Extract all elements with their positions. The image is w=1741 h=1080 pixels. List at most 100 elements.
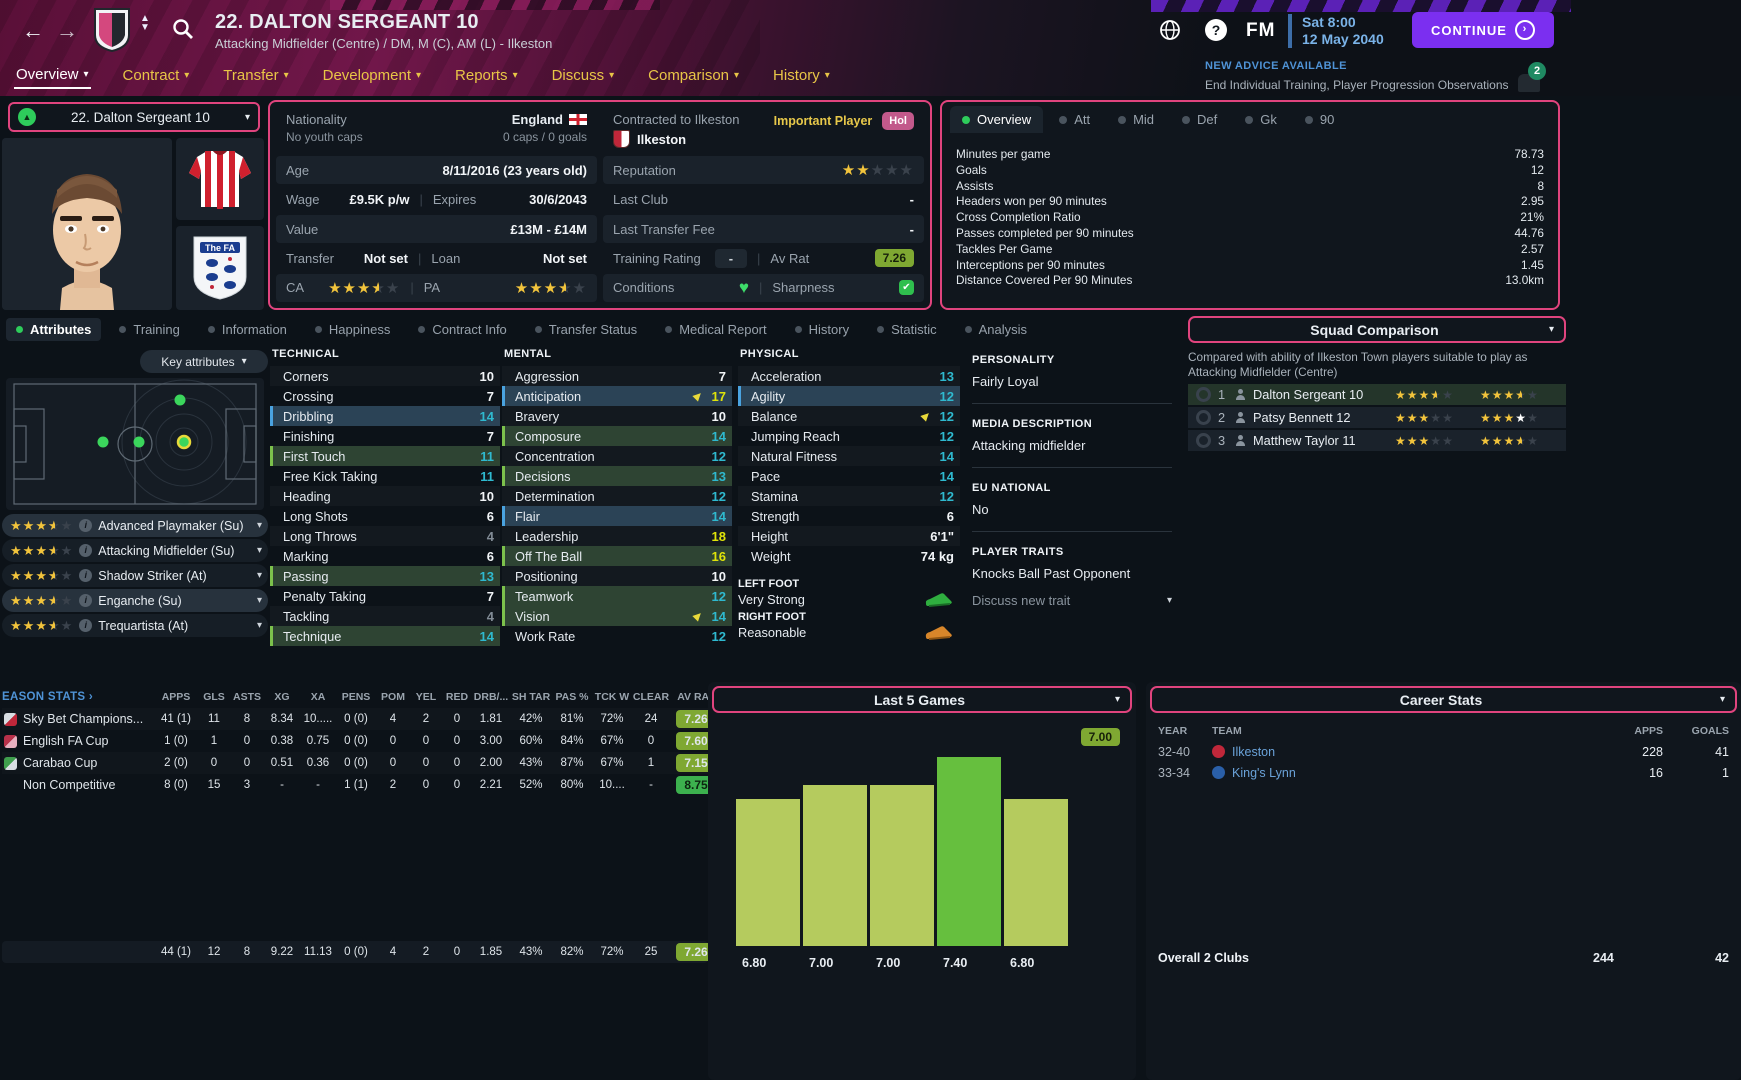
help-icon[interactable]: ? (1204, 18, 1228, 47)
season-stats-row[interactable]: Sky Bet Champions... 41 (1) 11 8 8.34 10.....… (2, 708, 716, 730)
section-tab-medical-report[interactable]: Medical Report (655, 318, 776, 341)
player-cycle-chevrons[interactable]: ▲ ▼ (140, 13, 150, 33)
nav-tab-overview[interactable]: Overview ▾ (14, 62, 91, 89)
nav-tab-comparison[interactable]: Comparison ▾ (648, 67, 740, 84)
advice-text[interactable]: End Individual Training, Player Progress… (1205, 78, 1509, 92)
info-icon[interactable]: i (79, 594, 93, 607)
squad-comparison-row[interactable]: 1 Dalton Sergeant 10 ★ ★ ★ ★ ★ ★ ★ ★ ★ ★ ★ ★ (1188, 384, 1566, 405)
attribute-row-strength[interactable]: Strength 6 (751, 508, 954, 524)
squad-comparison-row[interactable]: 2 Patsy Bennett 12 ★ ★ ★ ★ ★ ★ ★ ★ ★ ★ (1188, 407, 1566, 428)
info-icon[interactable]: i (79, 569, 93, 582)
attribute-row-stamina[interactable]: Stamina 12 (738, 486, 960, 506)
attribute-row-passing[interactable]: Passing 13 (270, 566, 500, 586)
attribute-row-long-throws[interactable]: Long Throws 4 (270, 526, 500, 546)
attribute-row-off-the-ball[interactable]: Off The Ball 16 (502, 546, 732, 566)
world-icon[interactable] (1158, 18, 1182, 47)
attribute-row-teamwork[interactable]: Teamwork 12 (502, 586, 732, 606)
search-icon[interactable] (172, 18, 194, 45)
season-stats-title[interactable]: EASON STATS › (2, 691, 94, 703)
section-tab-transfer-status[interactable]: Transfer Status (525, 318, 647, 341)
attribute-row-balance[interactable]: Balance 12 (738, 406, 960, 426)
player-selector-dropdown[interactable]: ▲ 22. Dalton Sergeant 10 ▾ (8, 102, 260, 132)
squad-comparison-row[interactable]: 3 Matthew Taylor 11 ★ ★ ★ ★ ★ ★ ★ ★ ★ ★ ★ (1188, 430, 1566, 451)
attribute-row-leadership[interactable]: Leadership 18 (502, 526, 732, 546)
attribute-row-free-kick-taking[interactable]: Free Kick Taking 11 (283, 468, 494, 484)
attribute-row-flair[interactable]: Flair 14 (502, 506, 732, 526)
season-stats-row[interactable]: Non Competitive 8 (0) 15 3- -1 (1) 2 0 0 2.21 52%… (2, 774, 716, 796)
attribute-row-jumping-reach[interactable]: Jumping Reach 12 (751, 428, 954, 444)
attribute-row-vision[interactable]: Vision 14 (502, 606, 732, 626)
attribute-row-concentration[interactable]: Concentration 12 (502, 446, 732, 466)
nav-tab-discuss[interactable]: Discuss ▾ (551, 67, 615, 84)
forward-arrow-button[interactable]: → (56, 18, 78, 43)
role-row[interactable]: ★ ★ ★ ★ ★ ★ i Trequartista (At) ▾ (2, 614, 268, 637)
ca-pa-row: CA ★ ★ ★ ★ ★ ★ | PA ★ ★ ★ ★ ★ ★ (276, 273, 597, 303)
attribute-row-weight[interactable]: Weight 74 kg (751, 548, 954, 564)
stats-tab-90[interactable]: 90 (1293, 106, 1346, 133)
attribute-row-first-touch[interactable]: First Touch 11 (270, 446, 500, 466)
career-stats-row[interactable]: 32-40 Ilkeston 228 41 (1158, 744, 1729, 759)
section-tab-attributes[interactable]: Attributes (6, 318, 102, 341)
squad-comparison-dropdown[interactable]: Squad Comparison ▾ (1188, 316, 1566, 343)
club-crest-icon[interactable] (93, 7, 131, 58)
section-tab-contract-info[interactable]: Contract Info (408, 318, 516, 341)
nav-tab-transfer[interactable]: Transfer ▾ (223, 67, 289, 84)
attribute-row-natural-fitness[interactable]: Natural Fitness 14 (738, 446, 960, 466)
advisor-notification[interactable]: 2 (1516, 62, 1546, 92)
section-tab-information[interactable]: Information (198, 318, 297, 341)
info-icon[interactable]: i (79, 619, 93, 632)
role-row[interactable]: ★ ★ ★ ★ ★ ★ i Shadow Striker (At) ▾ (2, 564, 268, 587)
discuss-new-trait-button[interactable]: Discuss new trait ▾ (972, 593, 1172, 608)
nav-tab-contract[interactable]: Contract ▾ (122, 67, 190, 84)
season-stats-row[interactable]: English FA Cup 1 (0) 1 0 0.38 0.75 0 (0) 0 0 0 3.0… (2, 730, 716, 752)
last-5-games-dropdown[interactable]: Last 5 Games ▾ (712, 686, 1132, 713)
nav-tab-reports[interactable]: Reports ▾ (455, 67, 518, 84)
nav-tab-development[interactable]: Development ▾ (322, 67, 422, 84)
section-tab-analysis[interactable]: Analysis (955, 318, 1037, 341)
stats-tab-gk[interactable]: Gk (1233, 106, 1289, 133)
attribute-row-determination[interactable]: Determination 12 (502, 486, 732, 506)
section-tab-training[interactable]: Training (109, 318, 189, 341)
attribute-row-long-shots[interactable]: Long Shots 6 (283, 508, 494, 524)
continue-button[interactable]: CONTINUE › (1412, 12, 1554, 48)
attribute-row-corners[interactable]: Corners 10 (270, 366, 500, 386)
career-stats-row[interactable]: 33-34 King's Lynn 16 1 (1158, 765, 1729, 780)
stats-tab-overview[interactable]: Overview (950, 106, 1044, 133)
attribute-row-tackling[interactable]: Tackling 4 (270, 606, 500, 626)
stats-tab-def[interactable]: Def (1170, 106, 1229, 133)
attribute-row-finishing[interactable]: Finishing 7 (283, 428, 494, 444)
role-row[interactable]: ★ ★ ★ ★ ★ ★ i Attacking Midfielder (Su) ▾ (2, 539, 268, 562)
attribute-row-positioning[interactable]: Positioning 10 (502, 566, 732, 586)
club-name[interactable]: Ilkeston (637, 131, 687, 147)
attribute-row-anticipation[interactable]: Anticipation 17 (502, 386, 732, 406)
back-arrow-button[interactable]: ← (22, 18, 44, 43)
attribute-row-decisions[interactable]: Decisions 13 (502, 466, 732, 486)
role-row[interactable]: ★ ★ ★ ★ ★ ★ i Enganche (Su) ▾ (2, 589, 268, 612)
attribute-row-agility[interactable]: Agility 12 (738, 386, 960, 406)
attribute-row-bravery[interactable]: Bravery 10 (502, 406, 732, 426)
section-tab-happiness[interactable]: Happiness (305, 318, 400, 341)
attribute-row-penalty-taking[interactable]: Penalty Taking 7 (283, 588, 494, 604)
attribute-row-pace[interactable]: Pace 14 (751, 468, 954, 484)
key-attributes-dropdown[interactable]: Key attributes ▾ (140, 350, 268, 373)
info-icon[interactable]: i (79, 544, 93, 557)
attribute-row-composure[interactable]: Composure 14 (502, 426, 732, 446)
attribute-row-work-rate[interactable]: Work Rate 12 (515, 628, 726, 644)
attribute-row-heading[interactable]: Heading 10 (270, 486, 500, 506)
attribute-row-technique[interactable]: Technique 14 (270, 626, 500, 646)
nav-tab-history[interactable]: History ▾ (773, 67, 830, 84)
attribute-row-dribbling[interactable]: Dribbling 14 (270, 406, 500, 426)
attribute-row-marking[interactable]: Marking 6 (283, 548, 494, 564)
attribute-row-crossing[interactable]: Crossing 7 (283, 388, 494, 404)
attribute-row-height[interactable]: Height 6'1" (738, 526, 960, 546)
stats-tab-mid[interactable]: Mid (1106, 106, 1166, 133)
stats-tab-att[interactable]: Att (1047, 106, 1102, 133)
section-tab-statistic[interactable]: Statistic (867, 318, 947, 341)
season-stats-row[interactable]: Carabao Cup 2 (0) 0 0 0.51 0.36 0 (0) 0 0 0 2.00 43… (2, 752, 716, 774)
section-tab-history[interactable]: History (785, 318, 859, 341)
attribute-row-acceleration[interactable]: Acceleration 13 (738, 366, 960, 386)
info-icon[interactable]: i (79, 519, 93, 532)
attribute-row-aggression[interactable]: Aggression 7 (502, 366, 732, 386)
role-row[interactable]: ★ ★ ★ ★ ★ ★ i Advanced Playmaker (Su) ▾ (2, 514, 268, 537)
career-stats-dropdown[interactable]: Career Stats ▾ (1150, 686, 1737, 713)
